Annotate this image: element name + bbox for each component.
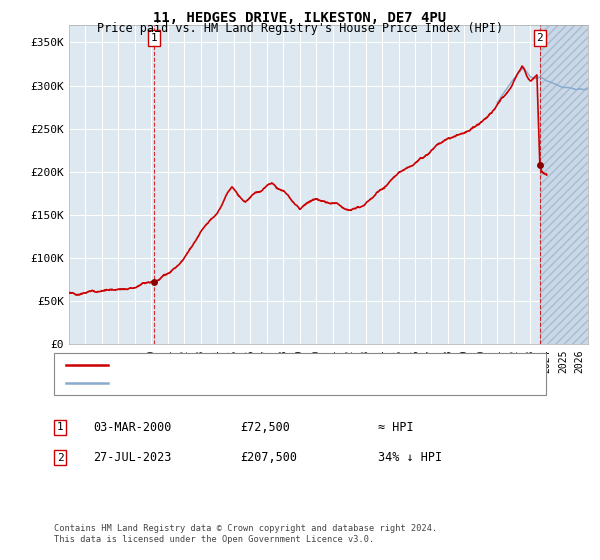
Bar	[540, 25, 588, 344]
Text: £72,500: £72,500	[240, 421, 290, 434]
Text: 03-MAR-2000: 03-MAR-2000	[93, 421, 172, 434]
Text: Contains HM Land Registry data © Crown copyright and database right 2024.: Contains HM Land Registry data © Crown c…	[54, 524, 437, 533]
Text: 11, HEDGES DRIVE, ILKESTON, DE7 4PU (detached house): 11, HEDGES DRIVE, ILKESTON, DE7 4PU (det…	[114, 360, 439, 370]
Text: 11, HEDGES DRIVE, ILKESTON, DE7 4PU: 11, HEDGES DRIVE, ILKESTON, DE7 4PU	[154, 11, 446, 25]
Text: HPI: Average price, detached house, Erewash: HPI: Average price, detached house, Erew…	[114, 378, 383, 388]
Text: £207,500: £207,500	[240, 451, 297, 464]
Text: 2: 2	[536, 33, 543, 43]
Text: 1: 1	[56, 422, 64, 432]
Text: 27-JUL-2023: 27-JUL-2023	[93, 451, 172, 464]
Text: This data is licensed under the Open Government Licence v3.0.: This data is licensed under the Open Gov…	[54, 535, 374, 544]
Text: 34% ↓ HPI: 34% ↓ HPI	[378, 451, 442, 464]
Text: 1: 1	[151, 33, 158, 43]
Text: 2: 2	[56, 452, 64, 463]
Text: Price paid vs. HM Land Registry's House Price Index (HPI): Price paid vs. HM Land Registry's House …	[97, 22, 503, 35]
Text: ≈ HPI: ≈ HPI	[378, 421, 413, 434]
